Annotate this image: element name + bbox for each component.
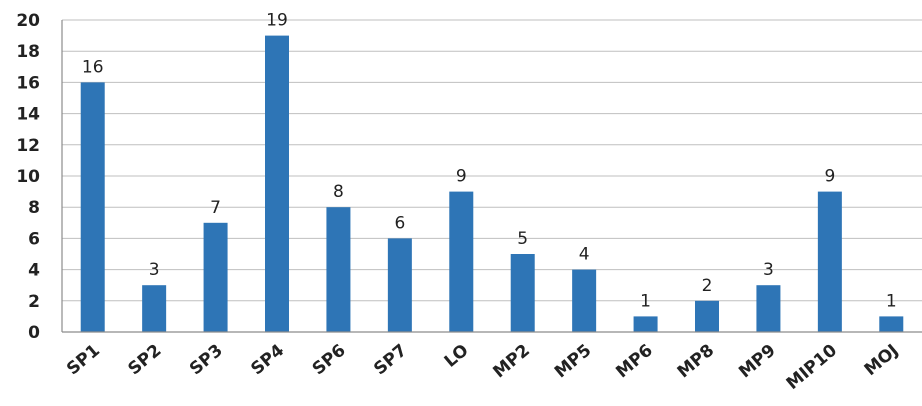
- bar-lo: [449, 191, 474, 332]
- x-category-label: MP9: [735, 341, 779, 383]
- x-category-label: SP4: [247, 340, 288, 379]
- data-label-sp3: 7: [210, 198, 221, 218]
- y-tick-label: 18: [16, 42, 40, 62]
- bar-mp6: [633, 316, 658, 332]
- data-label-sp4: 19: [266, 11, 288, 31]
- x-category-label: MP2: [489, 341, 533, 383]
- data-label-mp6: 1: [640, 291, 651, 311]
- x-category-label: MP5: [551, 341, 595, 383]
- x-category-label: MP6: [612, 341, 656, 383]
- bar-mp5: [572, 269, 597, 332]
- data-label-mp9: 3: [763, 260, 774, 280]
- y-tick-label: 14: [16, 105, 40, 125]
- y-tick-label: 6: [28, 229, 40, 249]
- data-label-mp5: 4: [579, 245, 590, 265]
- bar-mp9: [756, 285, 781, 332]
- data-label-lo: 9: [456, 167, 467, 187]
- bar-sp6: [326, 207, 351, 332]
- bar-sp1: [80, 82, 105, 333]
- x-category-label: LO: [441, 341, 473, 372]
- data-label-sp1: 16: [82, 57, 104, 77]
- x-category-label: SP1: [63, 341, 104, 380]
- x-category-label: MIP10: [783, 340, 841, 394]
- y-tick-label: 4: [28, 261, 40, 281]
- x-category-label: SP2: [125, 341, 166, 380]
- x-category-label: SP7: [370, 341, 411, 380]
- x-axis-labels: SP1 SP2 SP3 SP4 SP6 SP7 LO MP2 MP5 MP6 MP8 MP9 MIP10…: [63, 340, 902, 394]
- y-tick-label: 2: [28, 292, 40, 312]
- bar-sp7: [387, 238, 412, 332]
- data-label-mp2: 5: [517, 229, 528, 249]
- y-tick-label: 16: [16, 73, 40, 93]
- bar-sp3: [203, 222, 228, 332]
- bar-moj: [879, 316, 904, 332]
- data-labels: 16 3 7 19 8 6 9 5 4 1 2 3 9 1: [82, 11, 897, 312]
- y-tick-label: 0: [28, 323, 40, 343]
- y-tick-label: 8: [28, 198, 40, 218]
- bar-sp4: [265, 35, 289, 332]
- data-label-mp8: 2: [702, 276, 713, 296]
- x-category-label: SP3: [186, 341, 227, 380]
- y-axis-ticks: 0 2 4 6 8 10 12 14 16 18 20: [16, 11, 40, 343]
- x-category-label: SP6: [309, 341, 350, 380]
- x-category-label: MOJ: [861, 341, 903, 381]
- data-label-mip10: 9: [824, 167, 835, 187]
- bars: [80, 35, 904, 333]
- data-label-sp2: 3: [149, 260, 160, 280]
- bar-mp2: [510, 254, 535, 332]
- data-label-sp6: 8: [333, 182, 344, 202]
- y-tick-label: 20: [16, 11, 40, 31]
- bar-mp8: [695, 300, 719, 332]
- y-tick-label: 12: [16, 136, 40, 156]
- bar-sp2: [142, 285, 167, 332]
- bar-mip10: [817, 191, 842, 332]
- y-tick-label: 10: [16, 167, 40, 187]
- data-label-sp7: 6: [394, 213, 405, 233]
- x-category-label: MP8: [674, 341, 718, 383]
- gridlines: [62, 19, 922, 302]
- data-label-moj: 1: [886, 291, 897, 311]
